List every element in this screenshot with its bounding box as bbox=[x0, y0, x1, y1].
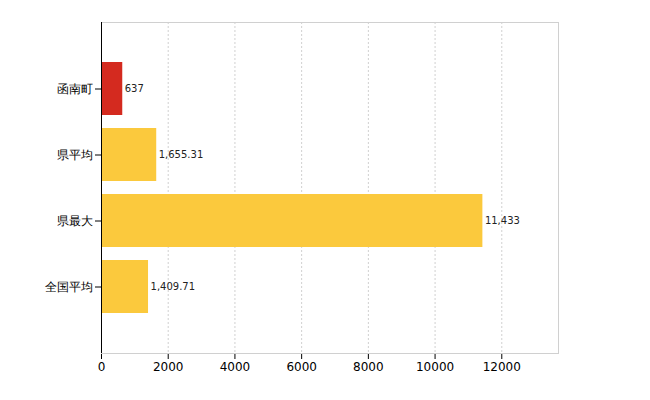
svg-text:2000: 2000 bbox=[153, 360, 184, 374]
svg-text:県平均: 県平均 bbox=[57, 148, 93, 162]
svg-text:全国平均: 全国平均 bbox=[45, 280, 93, 294]
svg-text:1,409.71: 1,409.71 bbox=[151, 281, 196, 292]
svg-text:11,433: 11,433 bbox=[485, 215, 520, 226]
svg-text:6000: 6000 bbox=[286, 360, 317, 374]
svg-text:8000: 8000 bbox=[353, 360, 384, 374]
svg-text:函南町: 函南町 bbox=[57, 82, 93, 96]
svg-text:12000: 12000 bbox=[483, 360, 521, 374]
svg-text:県最大: 県最大 bbox=[57, 214, 93, 228]
svg-text:0: 0 bbox=[98, 360, 106, 374]
svg-text:1,655.31: 1,655.31 bbox=[159, 149, 204, 160]
svg-text:637: 637 bbox=[125, 83, 144, 94]
svg-text:4000: 4000 bbox=[220, 360, 251, 374]
svg-text:10000: 10000 bbox=[416, 360, 454, 374]
